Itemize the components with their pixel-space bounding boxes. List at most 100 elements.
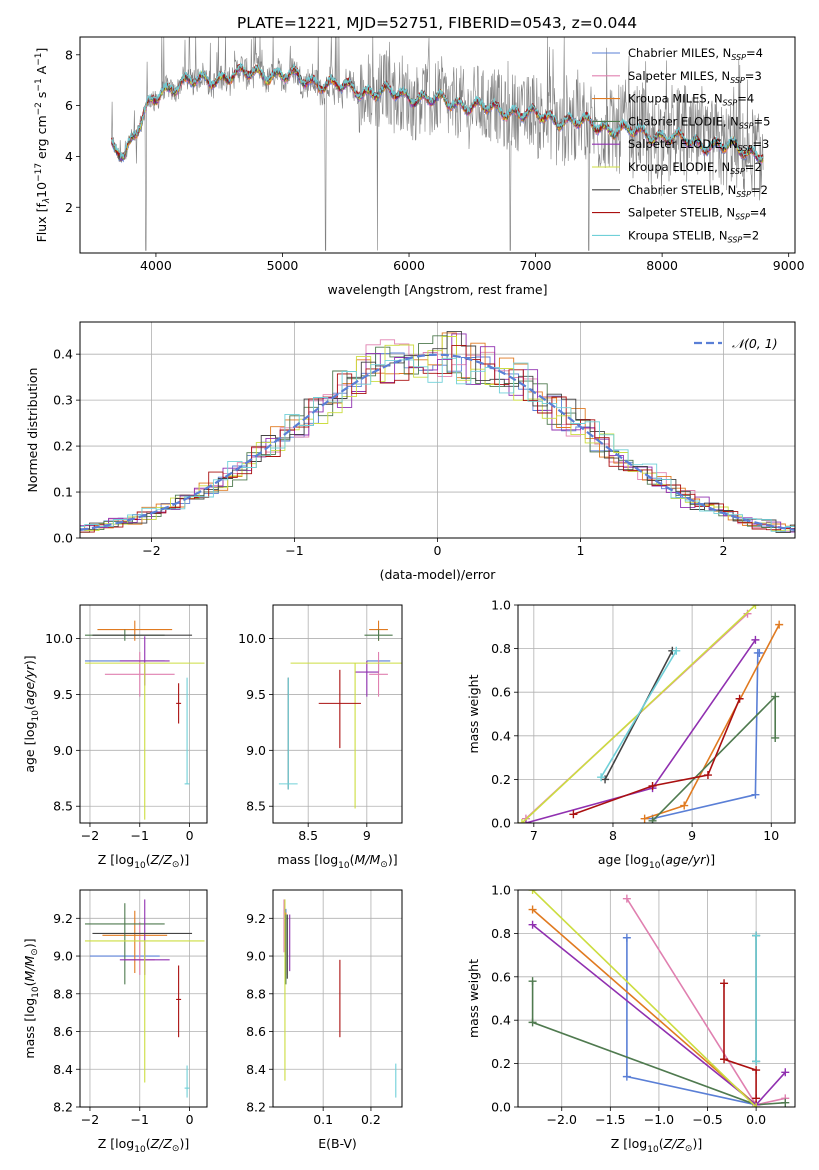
y-tick-label: 0.2: [491, 772, 511, 787]
x-tick-label: −1: [131, 828, 149, 843]
y-tick-label: 0.6: [491, 685, 511, 700]
legend-entry: Salpeter MILES, NSSP=3: [628, 69, 762, 85]
weight-marker-salpeter_miles: [622, 894, 631, 903]
y-tick-label: 0.4: [491, 1013, 511, 1028]
grid: [80, 605, 207, 823]
x-tick-label: 1: [577, 543, 585, 558]
y-tick-label: 9.0: [246, 949, 266, 964]
weight-marker-salpeter_stelib: [735, 694, 744, 703]
x-tick-label: −2: [81, 1112, 99, 1127]
y-tick-label: 8.4: [53, 1062, 73, 1077]
y-axis-label: age [log10(age/yr)]: [22, 655, 41, 772]
y-tick-label: 0.0: [491, 1100, 511, 1115]
x-tick-label: 0: [434, 543, 442, 558]
x-tick-label: 5000: [267, 258, 299, 273]
y-tick-label: 8.6: [246, 1024, 266, 1039]
weight-marker-salpeter_elodie: [751, 635, 760, 644]
x-tick-label: 9000: [773, 258, 805, 273]
weight-marker-kroupa_miles: [775, 620, 784, 629]
y-tick-label: 10.0: [238, 631, 266, 646]
x-axis-label: wavelength [Angstrom, rest frame]: [327, 282, 547, 297]
y-tick-label: 0.4: [491, 728, 511, 743]
y-tick-label: 10.0: [45, 631, 73, 646]
grid: [518, 604, 795, 824]
axes-frame: [79, 604, 208, 824]
y-tick-label: 8.2: [53, 1100, 73, 1115]
residual-histogram-chabrier_stelib: [80, 330, 795, 533]
weight-line-kroupa_miles: [532, 908, 757, 1106]
weight-line-chabrier_elodie: [531, 981, 786, 1106]
panel-mass_vs_Z: −2 −1 0 8.2 8.4 8.6 8.8 9.0 9.2 Z [log10(Z/Z⊙)] ma…: [22, 889, 208, 1155]
y-tick-label: 8.5: [53, 799, 73, 814]
axes-frame: [79, 36, 796, 254]
legend-entry: Chabrier MILES, NSSP=4: [628, 46, 763, 62]
y-tick-label: 0.0: [491, 816, 511, 831]
weight-marker-kroupa_stelib: [672, 646, 681, 655]
x-tick-label: 0: [186, 1112, 194, 1127]
y-tick-label: 9.2: [53, 911, 73, 926]
legend-entry: 𝒩(0, 1): [732, 336, 778, 351]
weight-marker-salpeter_elodie: [528, 920, 537, 929]
x-tick-label: 0.0: [746, 1112, 766, 1127]
weight-line-salpeter_miles: [626, 898, 786, 1106]
weight-marker-chabrier_miles: [751, 790, 760, 799]
observed-spectrum: [111, 37, 764, 251]
x-axis-label: E(B-V): [318, 1136, 357, 1151]
weight-line-chabrier_miles: [626, 937, 757, 1106]
plot-area: [518, 605, 784, 823]
legend-entry: Kroupa ELODIE, NSSP=2: [628, 160, 762, 176]
axes-frame: [272, 889, 403, 1108]
y-axis-label: mass [log10(M/M⊙)]: [22, 938, 41, 1058]
y-axis-label: mass weight: [466, 959, 481, 1038]
grid: [273, 890, 402, 1108]
x-tick-label: 10: [763, 828, 779, 843]
legend: Chabrier MILES, NSSP=4 Salpeter MILES, NS…: [592, 46, 770, 244]
panel-age_vs_Z: −2 −1 0 8.5 9.0 9.5 10.0 Z [log10(Z/Z⊙)] age [lo…: [22, 604, 208, 871]
x-tick-label: −2: [81, 828, 99, 843]
x-axis-label: age [log10(age/yr)]: [598, 852, 715, 871]
plot-area: [528, 890, 790, 1107]
grid: [80, 890, 207, 1108]
weight-marker-kroupa_elodie: [518, 819, 526, 823]
plot-area: [80, 330, 795, 533]
gaussian-curve: [80, 353, 795, 531]
x-tick-label: −1.5: [595, 1112, 625, 1127]
x-axis-label: Z [log10(Z/Z⊙)]: [611, 1136, 702, 1155]
weight-marker-salpeter_stelib: [752, 1094, 761, 1103]
x-axis-label: Z [log10(Z/Z⊙)]: [98, 1136, 189, 1155]
x-axis-label: (data-model)/error: [380, 567, 497, 582]
weight-marker-chabrier_elodie: [781, 1098, 790, 1107]
axes-frame: [517, 604, 796, 824]
weight-marker-kroupa_elodie: [528, 890, 537, 894]
legend-entry: Kroupa MILES, NSSP=4: [628, 92, 754, 108]
residual-histogram-kroupa_stelib: [80, 357, 795, 532]
y-tick-label: 1.0: [491, 598, 511, 613]
figure-title: PLATE=1221, MJD=52751, FIBERID=0543, z=0…: [237, 14, 637, 32]
plot-area: [278, 620, 402, 809]
x-tick-label: 8: [609, 828, 617, 843]
x-tick-label: 8.5: [298, 828, 318, 843]
weight-marker-kroupa_elodie: [752, 1103, 761, 1107]
x-tick-label: −0.5: [692, 1112, 722, 1127]
weight-line-salpeter_stelib: [723, 983, 757, 1099]
x-tick-label: 8000: [646, 258, 678, 273]
y-tick-label: 0.2: [491, 1056, 511, 1071]
legend-entry: Kroupa STELIB, NSSP=2: [628, 228, 759, 244]
x-tick-label: −2.0: [547, 1112, 577, 1127]
weight-marker-chabrier_elodie: [771, 733, 780, 742]
y-tick-label: 0.4: [53, 347, 73, 362]
y-tick-label: 9.5: [246, 687, 266, 702]
panel-spectrum: 4000 5000 6000 7000 8000 9000 2 4 6 8 Chabrier MIL…: [34, 36, 805, 297]
weight-marker-salpeter_stelib: [752, 1066, 761, 1075]
legend-entry: Chabrier ELODIE, NSSP=5: [628, 114, 770, 130]
weight-marker-salpeter_stelib: [720, 1055, 729, 1064]
weight-marker-salpeter_stelib: [569, 810, 578, 819]
y-tick-label: 9.0: [53, 743, 73, 758]
x-tick-label: 9: [363, 828, 371, 843]
y-tick-label: 8.6: [53, 1024, 73, 1039]
grid: [518, 889, 795, 1108]
y-tick-label: 8.2: [246, 1100, 266, 1115]
legend-entry: Salpeter ELODIE, NSSP=3: [628, 137, 769, 153]
x-tick-label: −1: [285, 543, 303, 558]
y-tick-label: 6: [65, 98, 73, 113]
